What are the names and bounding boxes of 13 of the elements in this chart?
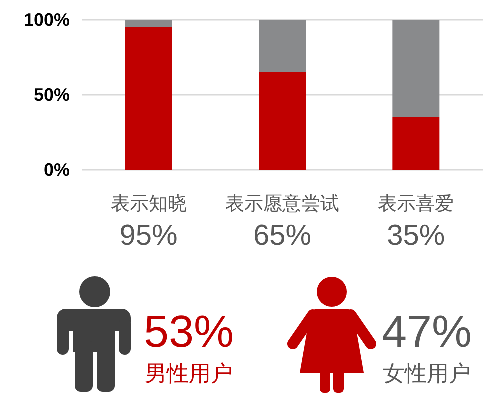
text: 47% (382, 306, 472, 357)
text: 女性用户 (383, 361, 471, 386)
y-tick-label: 100% (24, 10, 70, 30)
data-label: 35% (387, 220, 446, 252)
x-tick-label: 表示愿意尝试 (226, 194, 340, 215)
text: 53% (144, 306, 234, 357)
x-tick-label: 表示喜爱 (378, 194, 454, 215)
y-tick-label: 0% (44, 160, 70, 180)
data-label: 65% (253, 220, 312, 252)
y-tick-label: 50% (34, 85, 70, 105)
text: 男性用户 (145, 361, 233, 386)
data-label: 95% (120, 220, 178, 252)
x-tick-label: 表示知晓 (110, 194, 187, 215)
